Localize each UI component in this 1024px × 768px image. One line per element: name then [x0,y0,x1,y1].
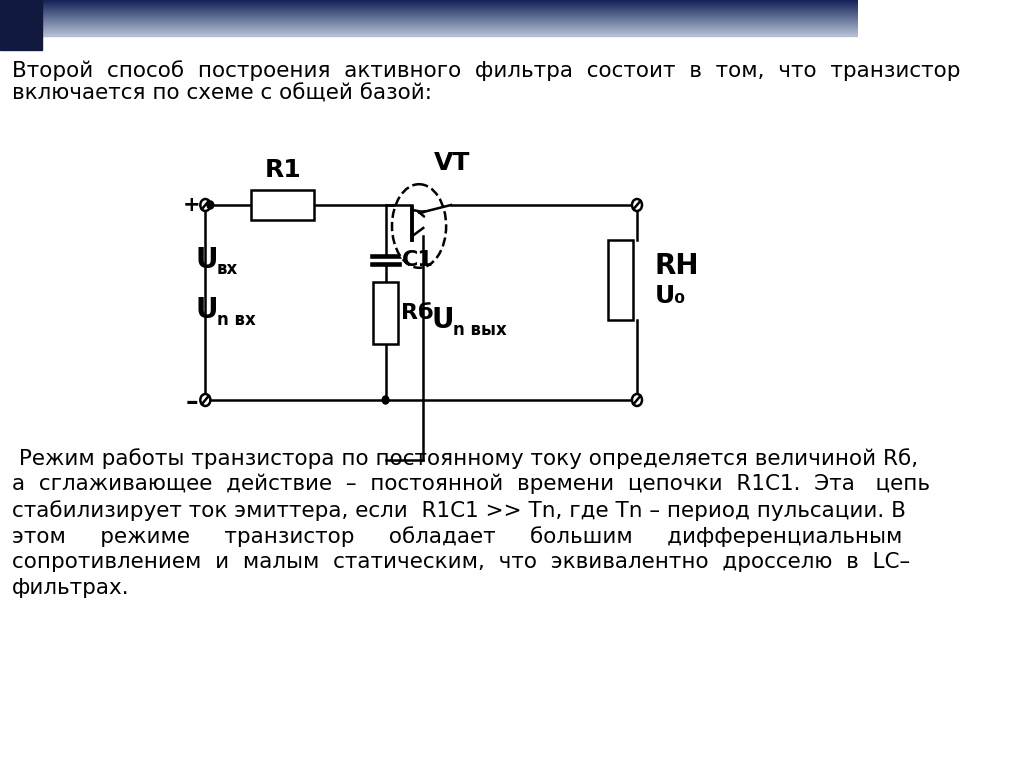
Text: включается по схеме с общей базой:: включается по схеме с общей базой: [11,84,432,104]
Text: фильтрах.: фильтрах. [11,578,129,598]
Text: вх: вх [217,260,239,278]
Bar [0,18,858,19]
Bar [373,282,398,344]
Bar [0,3,858,4]
Circle shape [382,396,389,404]
Bar [0,25,858,26]
Bar [0,21,858,22]
Text: n вх: n вх [217,311,256,329]
Bar [0,1,858,2]
Bar [0,2,858,3]
Text: Режим работы транзистора по постоянному току определяется величиной Rб,: Режим работы транзистора по постоянному … [11,448,918,468]
Bar [0,13,858,14]
Bar [0,7,858,8]
Bar [0,8,858,9]
Bar [252,190,314,220]
Bar [0,6,858,7]
Bar [0,11,858,12]
Text: Второй  способ  построения  активного  фильтра  состоит  в  том,  что  транзисто: Второй способ построения активного фильт… [11,60,961,81]
Text: –: – [185,390,199,414]
Text: C1: C1 [402,250,434,270]
Bar [0,30,858,31]
Text: сопротивлением  и  малым  статическим,  что  эквивалентно  дросселю  в  LC–: сопротивлением и малым статическим, что … [11,552,910,572]
Bar [0,15,858,16]
Bar [0,17,858,18]
Text: n вых: n вых [454,321,507,339]
Ellipse shape [392,184,446,268]
Bar [0,0,858,1]
Text: а  сглаживающее  действие  –  постоянной  времени  цепочки  R1C1.  Эта   цепь: а сглаживающее действие – постоянной вре… [11,474,930,495]
Bar [0,10,858,11]
Text: U: U [432,306,454,334]
Text: стабилизирует ток эмиттера, если  R1C1 >> Tn, где Tn – период пульсации. В: стабилизирует ток эмиттера, если R1C1 >>… [11,500,905,521]
Bar [0,20,858,21]
Bar [0,26,858,27]
Circle shape [632,394,642,406]
Bar [0,16,858,17]
Circle shape [201,394,210,406]
Bar [0,33,858,34]
Bar [0,32,858,33]
Bar [0,19,858,20]
Circle shape [201,199,210,211]
Bar [0,35,858,36]
Bar [0,14,858,15]
Bar [0,23,858,24]
Text: RH: RH [654,252,699,280]
Bar [0,4,858,5]
Bar [0,28,858,29]
Text: R1: R1 [264,158,301,182]
Bar [0,29,858,30]
Text: VT: VT [434,151,471,175]
Circle shape [207,201,214,209]
Text: Rб: Rб [401,303,434,323]
Bar [0,5,858,6]
Bar [0,22,858,23]
Bar [0,27,858,28]
Text: +: + [183,195,201,215]
Text: U: U [196,246,218,274]
Bar [0,34,858,35]
Bar [0,0,42,50]
Bar [0,9,858,10]
Bar [0,24,858,25]
Bar [0,31,858,32]
Text: этом     режиме     транзистор     обладает     большим     дифференциальным: этом режиме транзистор обладает большим … [11,526,902,547]
Bar [0,12,858,13]
Text: U: U [196,296,218,324]
Text: U₀: U₀ [654,284,686,308]
Bar [607,240,633,320]
Circle shape [632,199,642,211]
